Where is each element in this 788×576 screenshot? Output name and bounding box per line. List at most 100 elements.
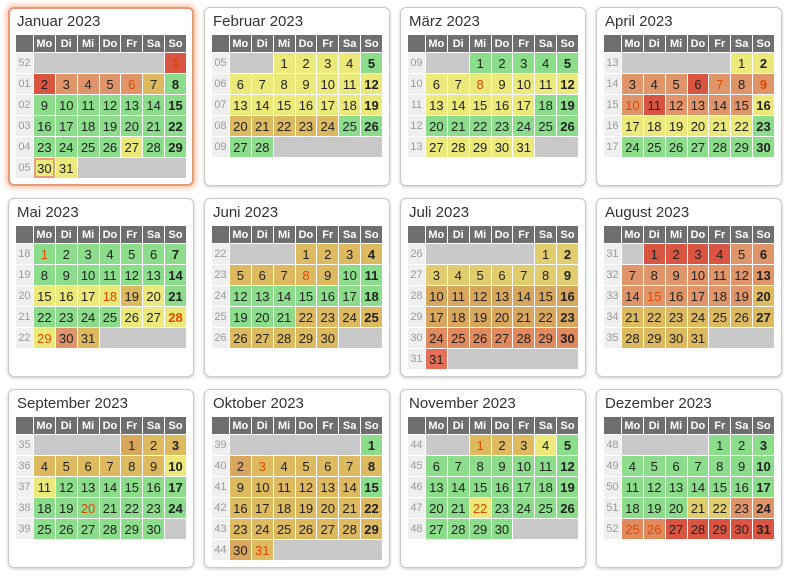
- day-cell[interactable]: 29: [469, 137, 491, 157]
- day-cell[interactable]: 4: [99, 244, 121, 264]
- day-cell[interactable]: 15: [469, 95, 491, 115]
- day-cell[interactable]: 14: [447, 95, 469, 115]
- day-cell[interactable]: 20: [77, 498, 99, 518]
- day-cell[interactable]: 8: [535, 265, 557, 285]
- day-cell[interactable]: 26: [665, 137, 687, 157]
- day-cell[interactable]: 28: [687, 519, 709, 539]
- day-cell[interactable]: 14: [251, 95, 273, 115]
- day-cell[interactable]: 16: [33, 116, 55, 136]
- day-cell[interactable]: 26: [361, 116, 382, 136]
- day-cell[interactable]: 4: [535, 53, 557, 73]
- day-cell[interactable]: 1: [643, 244, 665, 264]
- day-cell[interactable]: 4: [447, 265, 469, 285]
- day-cell[interactable]: 7: [709, 74, 731, 94]
- day-cell[interactable]: 10: [753, 456, 774, 476]
- day-cell[interactable]: 28: [273, 328, 295, 348]
- day-cell[interactable]: 4: [621, 456, 643, 476]
- day-cell[interactable]: 5: [731, 244, 753, 264]
- day-cell[interactable]: 22: [709, 498, 731, 518]
- day-cell[interactable]: 28: [251, 137, 273, 157]
- day-cell[interactable]: 18: [643, 116, 665, 136]
- day-cell[interactable]: 17: [753, 477, 774, 497]
- day-cell[interactable]: 23: [317, 307, 339, 327]
- day-cell[interactable]: 3: [753, 435, 774, 455]
- day-cell[interactable]: 2: [491, 53, 513, 73]
- day-cell[interactable]: 8: [273, 74, 295, 94]
- day-cell[interactable]: 27: [425, 519, 447, 539]
- day-cell[interactable]: 25: [77, 137, 99, 157]
- day-cell[interactable]: 29: [469, 519, 491, 539]
- day-cell[interactable]: 28: [339, 519, 361, 539]
- day-cell[interactable]: 5: [557, 435, 578, 455]
- day-cell[interactable]: 9: [753, 74, 774, 94]
- day-cell[interactable]: 6: [425, 456, 447, 476]
- day-cell[interactable]: 5: [665, 74, 687, 94]
- day-cell[interactable]: 27: [77, 519, 99, 539]
- day-cell[interactable]: 11: [447, 286, 469, 306]
- day-cell[interactable]: 18: [447, 307, 469, 327]
- day-cell[interactable]: 28: [99, 519, 121, 539]
- day-cell[interactable]: 4: [535, 435, 557, 455]
- day-cell[interactable]: 9: [665, 265, 687, 285]
- day-cell[interactable]: 21: [165, 286, 186, 306]
- day-cell[interactable]: 19: [229, 307, 251, 327]
- day-cell[interactable]: 25: [339, 116, 361, 136]
- day-cell[interactable]: 22: [469, 116, 491, 136]
- day-cell[interactable]: 31: [513, 137, 535, 157]
- day-cell[interactable]: 12: [557, 74, 578, 94]
- day-cell[interactable]: 10: [513, 74, 535, 94]
- day-cell[interactable]: 9: [143, 456, 165, 476]
- day-cell[interactable]: 13: [317, 477, 339, 497]
- day-cell[interactable]: 22: [535, 307, 557, 327]
- day-cell[interactable]: 25: [535, 116, 557, 136]
- day-cell[interactable]: 11: [643, 95, 665, 115]
- day-cell[interactable]: 13: [143, 265, 165, 285]
- day-cell[interactable]: 24: [339, 307, 361, 327]
- day-cell[interactable]: 22: [33, 307, 55, 327]
- day-cell[interactable]: 16: [665, 286, 687, 306]
- day-cell[interactable]: 29: [535, 328, 557, 348]
- day-cell[interactable]: 2: [33, 74, 55, 94]
- day-cell[interactable]: 25: [33, 519, 55, 539]
- day-cell[interactable]: 23: [295, 116, 317, 136]
- day-cell[interactable]: 23: [731, 498, 753, 518]
- day-cell[interactable]: 13: [491, 286, 513, 306]
- day-cell[interactable]: 25: [621, 519, 643, 539]
- day-cell[interactable]: 27: [251, 328, 273, 348]
- day-cell[interactable]: 19: [557, 477, 578, 497]
- day-cell[interactable]: 25: [447, 328, 469, 348]
- day-cell[interactable]: 13: [665, 477, 687, 497]
- day-cell[interactable]: 2: [229, 456, 251, 476]
- day-cell[interactable]: 6: [77, 456, 99, 476]
- day-cell[interactable]: 5: [99, 74, 121, 94]
- day-cell[interactable]: 18: [535, 95, 557, 115]
- day-cell[interactable]: 15: [709, 477, 731, 497]
- day-cell[interactable]: 1: [165, 53, 186, 73]
- day-cell[interactable]: 10: [77, 265, 99, 285]
- day-cell[interactable]: 23: [55, 307, 77, 327]
- day-cell[interactable]: 3: [55, 74, 77, 94]
- day-cell[interactable]: 24: [687, 307, 709, 327]
- day-cell[interactable]: 3: [513, 435, 535, 455]
- day-cell[interactable]: 19: [121, 286, 143, 306]
- day-cell[interactable]: 6: [753, 244, 774, 264]
- day-cell[interactable]: 27: [687, 137, 709, 157]
- day-cell[interactable]: 14: [621, 286, 643, 306]
- day-cell[interactable]: 13: [77, 477, 99, 497]
- day-cell[interactable]: 24: [165, 498, 186, 518]
- day-cell[interactable]: 17: [687, 286, 709, 306]
- day-cell[interactable]: 9: [557, 265, 578, 285]
- day-cell[interactable]: 24: [621, 137, 643, 157]
- day-cell[interactable]: 8: [33, 265, 55, 285]
- day-cell[interactable]: 3: [165, 435, 186, 455]
- day-cell[interactable]: 8: [165, 74, 186, 94]
- day-cell[interactable]: 24: [55, 137, 77, 157]
- day-cell[interactable]: 7: [339, 456, 361, 476]
- day-cell[interactable]: 18: [535, 477, 557, 497]
- day-cell[interactable]: 22: [731, 116, 753, 136]
- day-cell[interactable]: 20: [121, 116, 143, 136]
- day-cell[interactable]: 2: [295, 53, 317, 73]
- day-cell[interactable]: 19: [361, 95, 382, 115]
- day-cell[interactable]: 26: [99, 137, 121, 157]
- day-cell[interactable]: 19: [557, 95, 578, 115]
